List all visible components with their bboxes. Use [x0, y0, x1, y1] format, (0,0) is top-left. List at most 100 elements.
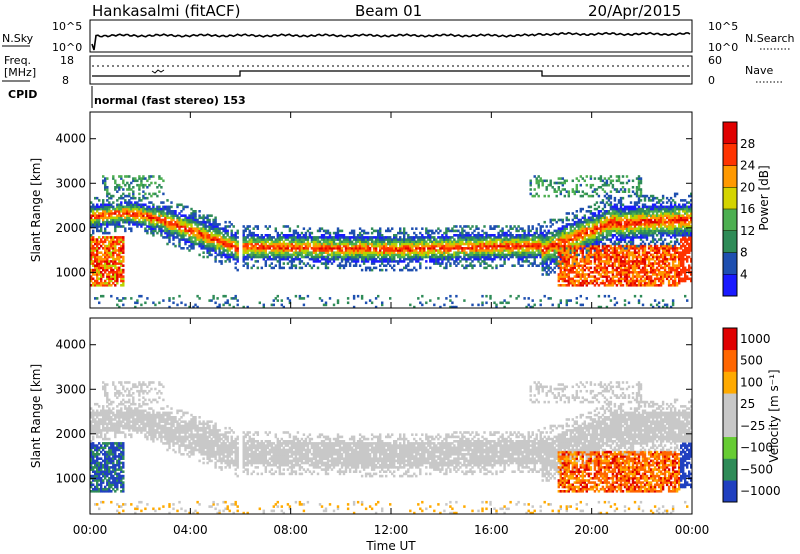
power-cell	[248, 253, 251, 257]
power-cell	[455, 225, 458, 228]
power-cell	[146, 297, 149, 300]
power-cell	[603, 264, 607, 267]
power-cell	[170, 223, 173, 226]
power-cell	[140, 214, 143, 217]
power-cell	[537, 223, 540, 226]
power-cell	[623, 227, 627, 230]
power-cell	[601, 212, 605, 215]
power-cell	[266, 244, 270, 248]
power-cell	[106, 186, 109, 189]
power-cell	[130, 214, 133, 217]
power-cell	[314, 240, 318, 244]
power-cell	[479, 249, 482, 252]
power-cell	[246, 227, 249, 230]
power-cell	[459, 251, 462, 254]
power-cell	[202, 223, 205, 226]
power-cell	[593, 249, 597, 252]
power-cell	[521, 227, 524, 230]
power-cell	[597, 236, 601, 239]
power-cell	[381, 244, 384, 248]
power-cell	[603, 181, 607, 185]
power-cell	[168, 220, 171, 224]
power-cell	[513, 251, 516, 254]
power-cell	[328, 249, 332, 252]
power-cell	[561, 218, 565, 222]
power-cell	[298, 244, 302, 248]
power-cell	[250, 236, 253, 239]
power-cell	[443, 255, 446, 259]
power-cell	[350, 255, 354, 259]
power-cell	[615, 188, 619, 191]
power-cell	[503, 240, 506, 244]
power-cell	[467, 236, 470, 239]
power-cell	[290, 255, 294, 259]
power-cell	[96, 210, 99, 213]
power-cell	[571, 277, 575, 281]
power-cell	[553, 251, 556, 254]
power-cell	[212, 242, 215, 246]
power-cell	[132, 214, 135, 217]
power-cell	[565, 266, 569, 270]
power-cell	[370, 301, 374, 305]
power-cell	[326, 231, 330, 235]
power-cell	[190, 216, 193, 220]
power-cell	[118, 238, 121, 241]
power-cell	[236, 303, 239, 307]
power-cell	[555, 231, 558, 235]
power-cell	[453, 255, 456, 259]
power-cell	[525, 238, 528, 241]
power-cell	[611, 273, 615, 276]
power-cell	[298, 253, 302, 257]
power-cell	[519, 264, 522, 267]
power-cell	[324, 260, 328, 263]
power-cell	[374, 242, 378, 246]
power-cell	[609, 203, 613, 207]
power-cell	[589, 183, 593, 187]
power-cell	[144, 220, 147, 224]
power-cell	[138, 196, 141, 200]
power-cell	[563, 249, 567, 252]
power-cell	[389, 229, 392, 233]
power-cell	[224, 238, 227, 241]
power-cell	[447, 253, 450, 257]
power-cell	[236, 240, 239, 244]
power-cell	[96, 273, 99, 276]
power-cell	[611, 216, 615, 220]
power-cell	[134, 179, 137, 183]
power-cell	[160, 223, 163, 226]
power-cell	[627, 231, 631, 235]
power-cell	[625, 205, 629, 209]
power-cell	[104, 244, 107, 248]
power-cell	[106, 199, 109, 202]
power-cell	[479, 255, 482, 259]
power-cell	[112, 281, 115, 285]
power-cell	[563, 179, 567, 183]
power-cell	[533, 238, 536, 241]
power-cell	[573, 264, 577, 267]
power-cell	[419, 242, 422, 246]
power-cell	[96, 225, 99, 228]
power-cell	[156, 220, 159, 224]
power-cell	[475, 253, 478, 257]
power-cell	[372, 260, 376, 263]
power-cell	[336, 264, 340, 267]
power-cell	[296, 255, 300, 259]
power-cell	[587, 238, 591, 241]
power-cell	[623, 268, 627, 272]
power-cell	[567, 253, 571, 257]
power-cell	[499, 301, 502, 305]
power-cell	[132, 212, 135, 215]
power-cell	[290, 236, 294, 239]
power-cell	[621, 268, 625, 272]
power-cell	[134, 220, 137, 224]
power-cell	[212, 244, 215, 248]
power-cell	[252, 240, 255, 244]
power-cell	[613, 244, 617, 248]
power-cell	[509, 242, 512, 246]
power-cell	[611, 277, 615, 281]
power-cell	[629, 236, 633, 239]
power-cell	[587, 194, 591, 198]
power-cell	[362, 244, 366, 248]
sky-right-label: N.Search	[745, 32, 795, 45]
power-cell	[629, 238, 633, 241]
